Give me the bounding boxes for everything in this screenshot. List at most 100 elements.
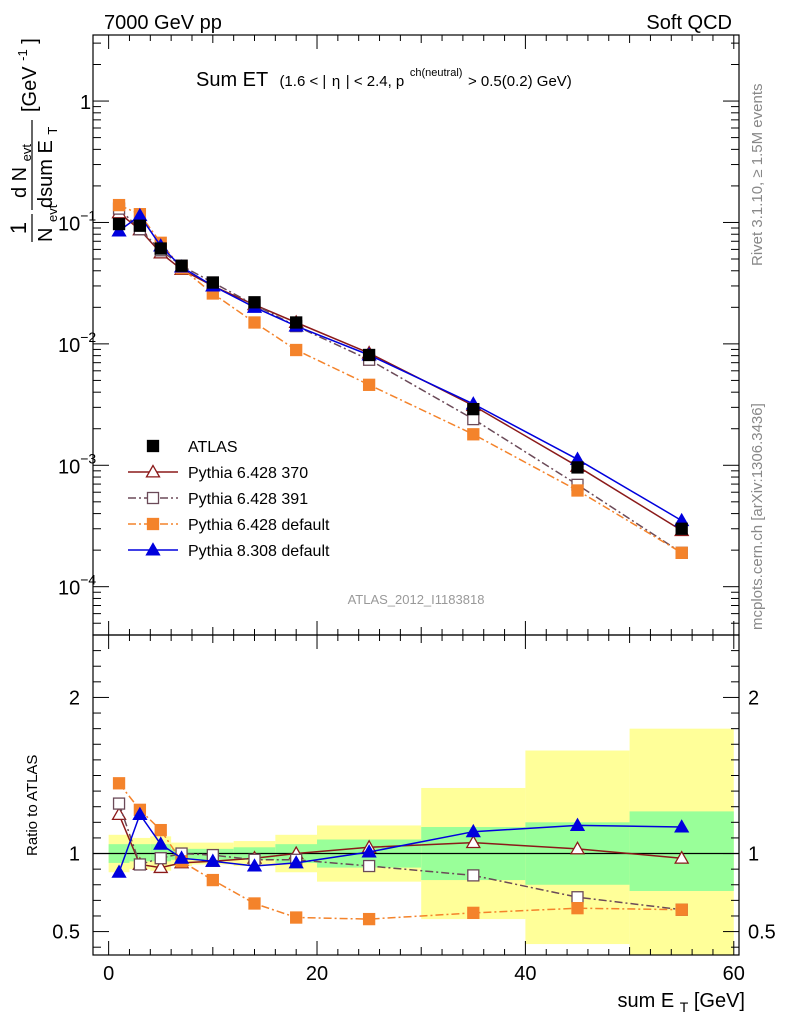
main-point-pythia-8-308-default: [111, 223, 127, 237]
ratio-point-pythia-8-308-default: [288, 855, 304, 869]
main-ylabel-dn-text: d N: [9, 167, 31, 198]
main-ylabel: 1 N evt d N evt dsum E T [GeV -1 ]: [6, 38, 60, 242]
legend-label-pythia-6-428-391: Pythia 6.428 391: [188, 491, 308, 508]
legend-marker-pythia-6-428-370: [145, 464, 161, 478]
ratio-axes: 0 20 40 600.5 0.51 12 2: [52, 635, 776, 985]
legend-marker-pythia-6-428-391: [146, 491, 160, 505]
ratio-point-pythia-6-428-default: [571, 902, 584, 915]
ratio-point-pythia-6-428-default: [362, 912, 376, 926]
ratio-point-pythia-8-308-default: [465, 823, 481, 838]
mcplots-label: mcplots.cern.ch [arXiv:1306.3436]: [749, 403, 766, 630]
main-ylabel-dn-sub: evt: [19, 144, 34, 162]
ratio-xtick-label: 0: [103, 963, 114, 985]
main-ylabel-unit-close: ]: [19, 38, 41, 44]
main-plot-marks: [111, 198, 690, 559]
main-ylabel-dn: d N evt: [9, 144, 34, 198]
main-point-pythia-6-428-default: [467, 428, 480, 441]
ratio-point-pythia-6-428-default: [112, 777, 126, 790]
ratio-point-pythia-6-428-default: [154, 823, 167, 837]
main-ylabel-one: 1: [6, 222, 31, 234]
ratio-point-pythia-6-428-370: [465, 834, 481, 849]
main-point-pythia-6-428-default: [112, 198, 126, 212]
main-point-atlas: [154, 242, 167, 255]
ratio-ytick-label: 2: [69, 687, 80, 709]
main-point-atlas: [175, 259, 188, 272]
main-ytick-label: 1: [80, 92, 91, 114]
main-axes: 1 10−1 10−2 10−3 10−4: [58, 35, 739, 636]
main-ylabel-nevt-sub: evt: [45, 204, 60, 222]
legend-label-atlas: ATLAS: [188, 439, 238, 456]
main-point-atlas: [133, 219, 147, 232]
main-point-atlas: [467, 402, 480, 416]
ratio-point-pythia-6-428-default: [675, 903, 688, 916]
ratio-ytick-label: 0.5: [52, 922, 80, 944]
ratio-point-pythia-6-428-391: [154, 852, 167, 865]
legend-marker-pythia-6-428-default: [146, 517, 160, 531]
main-point-pythia-6-428-default: [362, 378, 376, 391]
ratio-xtick-label: 40: [514, 963, 536, 985]
ratio-xtick-label: 20: [306, 963, 328, 985]
main-title: Sum ET (1.6 < | η | < 2.4, p ch(neutral)…: [196, 59, 572, 91]
ratio-point-pythia-6-428-370: [111, 806, 127, 821]
main-point-atlas: [112, 217, 126, 231]
ratio-point-pythia-8-308-default: [132, 806, 148, 821]
main-ytick-label: 10−4: [58, 572, 96, 600]
ratio-point-pythia-8-308-default: [205, 853, 221, 867]
ratio-xlabel-text: sum E: [617, 990, 674, 1012]
main-ytick-label: 10−1: [58, 207, 96, 235]
main-title-cut-open: (1.6 < |: [279, 73, 326, 90]
main-title-cut-eta: η: [332, 73, 340, 90]
ratio-point-pythia-8-308-default: [173, 850, 190, 864]
legend-label-pythia-6-428-370: Pythia 6.428 370: [188, 465, 308, 482]
main-point-atlas: [290, 316, 303, 329]
main-ylabel-nevt-n: N: [35, 228, 57, 242]
ratio-xlabel: sum E T [GeV]: [617, 990, 745, 1017]
ratio-point-pythia-6-428-370: [569, 841, 586, 855]
ratio-point-pythia-6-428-370: [153, 859, 169, 874]
ratio-point-pythia-8-308-default: [246, 858, 263, 872]
main-point-pythia-6-428-default: [248, 316, 261, 329]
ratio-point-pythia-8-308-default: [674, 819, 690, 833]
header-left: 7000 GeV pp: [104, 12, 222, 34]
main-point-atlas: [248, 296, 261, 309]
ratio-point-pythia-8-308-default: [569, 817, 586, 831]
ratio-point-pythia-6-428-391: [133, 858, 147, 871]
ratio-point-pythia-6-428-default: [467, 906, 480, 920]
main-ytick-label: 10−2: [58, 329, 96, 357]
legend-marker-pythia-8-308-default: [145, 542, 161, 556]
main-title-cut-sup: ch(neutral): [410, 67, 463, 79]
main-point-pythia-6-428-default: [571, 484, 584, 497]
main-ylabel-dsum-sub: T: [45, 127, 60, 135]
ratio-xlabel-unit: [GeV]: [694, 990, 745, 1012]
main-ytick-label: 10−3: [58, 450, 96, 478]
ratio-point-pythia-6-428-default: [248, 897, 261, 910]
legend-marker-atlas: [146, 439, 160, 453]
ratio-panel: 0 20 40 600.5 0.51 12 2 Ratio to ATLAS sum E T…: [24, 634, 776, 1017]
main-ylabel-nevt: N evt: [35, 204, 60, 242]
ratio-ylabel: Ratio to ATLAS: [24, 755, 41, 856]
main-point-atlas: [675, 522, 688, 535]
main-point-atlas: [206, 276, 219, 289]
ratio-point-pythia-8-308-default: [111, 864, 127, 878]
main-ylabel-dsum: dsum E T: [35, 127, 60, 208]
ratio-point-pythia-6-428-default: [290, 911, 303, 924]
main-point-pythia-6-428-default: [675, 546, 688, 559]
ratio-ytick-label-right: 1: [748, 844, 759, 866]
main-ylabel-unit: [GeV -1 ]: [10, 38, 41, 112]
main-point-pythia-6-428-default: [290, 343, 303, 357]
main-panel: 1 10−1 10−2 10−3 10−4 Sum ET (1.6 < | η | < …: [6, 34, 740, 636]
ratio-band-green: [129, 844, 151, 862]
ratio-point-pythia-6-428-391: [362, 859, 376, 873]
main-ylabel-unit-open: [GeV: [19, 66, 41, 112]
legend-label-pythia-8-308-default: Pythia 8.308 default: [188, 543, 330, 560]
main-point-atlas: [362, 348, 376, 362]
ratio-ytick-label-right: 0.5: [748, 922, 776, 944]
ratio-bands: [93, 728, 739, 955]
ratio-point-pythia-6-428-391: [467, 869, 480, 882]
ratio-xlabel-sub: T: [680, 999, 689, 1015]
main-title-cut-close: > 0.5(0.2) GeV): [468, 73, 572, 90]
ratio-point-pythia-8-308-default: [361, 844, 377, 858]
main-ylabel-dsum-text: dsum E: [35, 140, 57, 208]
ratio-ytick-label-right: 2: [748, 687, 759, 709]
